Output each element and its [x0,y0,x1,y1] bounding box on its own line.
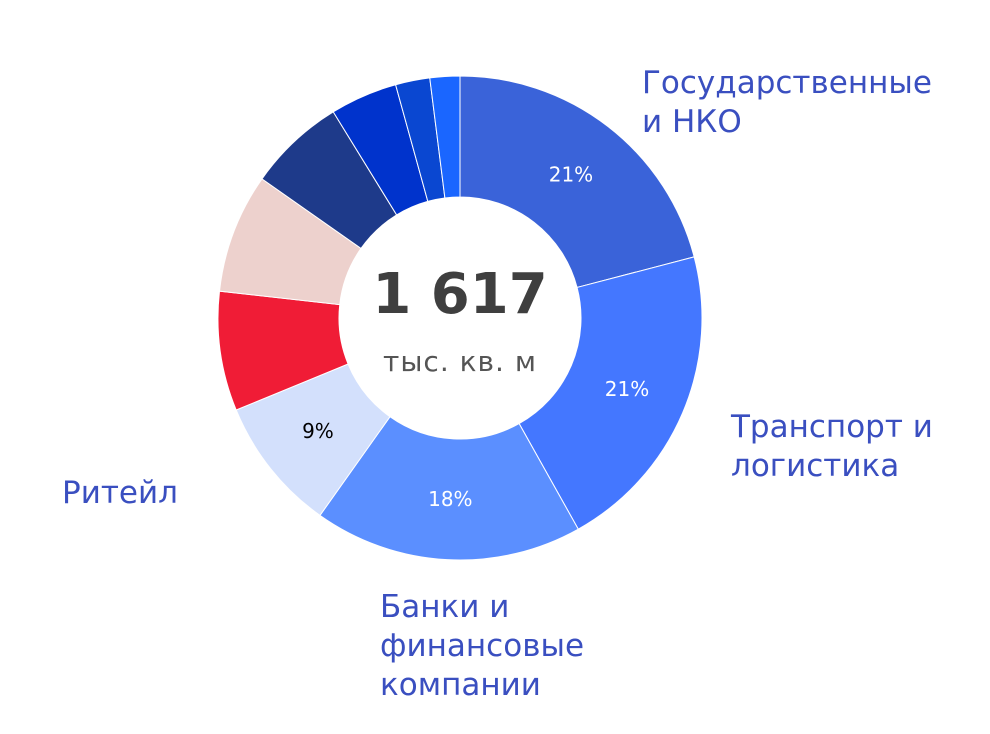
donut-slice-2 [518,256,703,530]
donut-slice-3 [319,415,579,561]
legend-label-banks-line3: компании [380,667,541,703]
slice-percent-labels: 21% 21% 18% 9% [302,162,649,511]
legend-label-banks-line1: Банки и [380,589,510,625]
donut-slices [217,75,703,561]
slice-percent-label-2: 21% [605,377,649,401]
legend-label-transport-line2: логистика [731,448,900,484]
slice-percent-label-4: 9% [302,419,334,443]
center-unit-label: тыс. кв. м [383,345,537,378]
legend-label-government-line1: Государственные [642,65,932,101]
legend-label-transport: Транспорт и логистика [731,408,933,486]
legend-label-government: Государственные и НКО [642,64,932,142]
slice-percent-label-3: 18% [428,487,472,511]
donut-slice-10 [429,75,461,199]
donut-slice-1 [459,75,695,289]
legend-label-banks-line2: финансовые [380,628,585,664]
legend-label-banks: Банки и финансовые компании [380,588,584,705]
legend-label-retail-line1: Ритейл [62,475,178,511]
legend-label-transport-line1: Транспорт и [731,409,933,445]
legend-label-retail: Ритейл [62,474,178,513]
center-total-value: 1 617 [372,262,548,327]
legend-label-government-line2: и НКО [642,104,742,140]
slice-percent-label-1: 21% [549,162,593,186]
